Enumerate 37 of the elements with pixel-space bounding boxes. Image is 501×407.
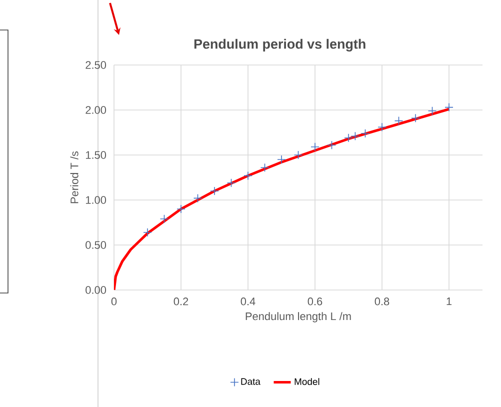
point bbox=[350, 132, 360, 140]
x-tick-label: 0.2 bbox=[174, 298, 188, 306]
point bbox=[428, 106, 437, 116]
y-tick-label: 0.00 bbox=[86, 286, 106, 294]
point bbox=[344, 134, 353, 142]
point bbox=[411, 114, 420, 122]
x-tick-label: 0.6 bbox=[308, 298, 322, 306]
point bbox=[394, 116, 404, 126]
y-tick-label: 0.50 bbox=[86, 241, 106, 249]
point bbox=[210, 186, 219, 196]
point bbox=[143, 228, 152, 237]
point bbox=[444, 102, 454, 112]
point bbox=[244, 171, 252, 180]
x-tick-label: 0.4 bbox=[240, 298, 256, 306]
legend-label: Model bbox=[294, 378, 320, 386]
point bbox=[176, 204, 186, 214]
point bbox=[260, 163, 270, 172]
point bbox=[294, 150, 303, 160]
y-tick-label: 1.00 bbox=[86, 196, 106, 204]
point bbox=[360, 129, 370, 138]
chart-title: Pendulum period vs length bbox=[194, 38, 366, 52]
y-tick-label: 1.50 bbox=[86, 151, 106, 159]
point bbox=[277, 155, 286, 164]
y-tick-label: 2.50 bbox=[86, 61, 106, 69]
point bbox=[193, 194, 202, 203]
point bbox=[310, 142, 320, 152]
point bbox=[160, 214, 169, 224]
x-tick-label: 0 bbox=[111, 298, 117, 306]
y-tick-label: 2.00 bbox=[86, 106, 106, 114]
legend-label: Data bbox=[241, 378, 260, 385]
point bbox=[226, 178, 236, 188]
point bbox=[378, 122, 386, 132]
y-axis-title: Period T /s bbox=[70, 151, 78, 204]
x-axis-title: Pendulum length L /m bbox=[246, 312, 351, 322]
x-tick-label: 0.8 bbox=[374, 298, 390, 306]
x-tick-label: 1 bbox=[446, 298, 452, 306]
point bbox=[327, 140, 336, 150]
